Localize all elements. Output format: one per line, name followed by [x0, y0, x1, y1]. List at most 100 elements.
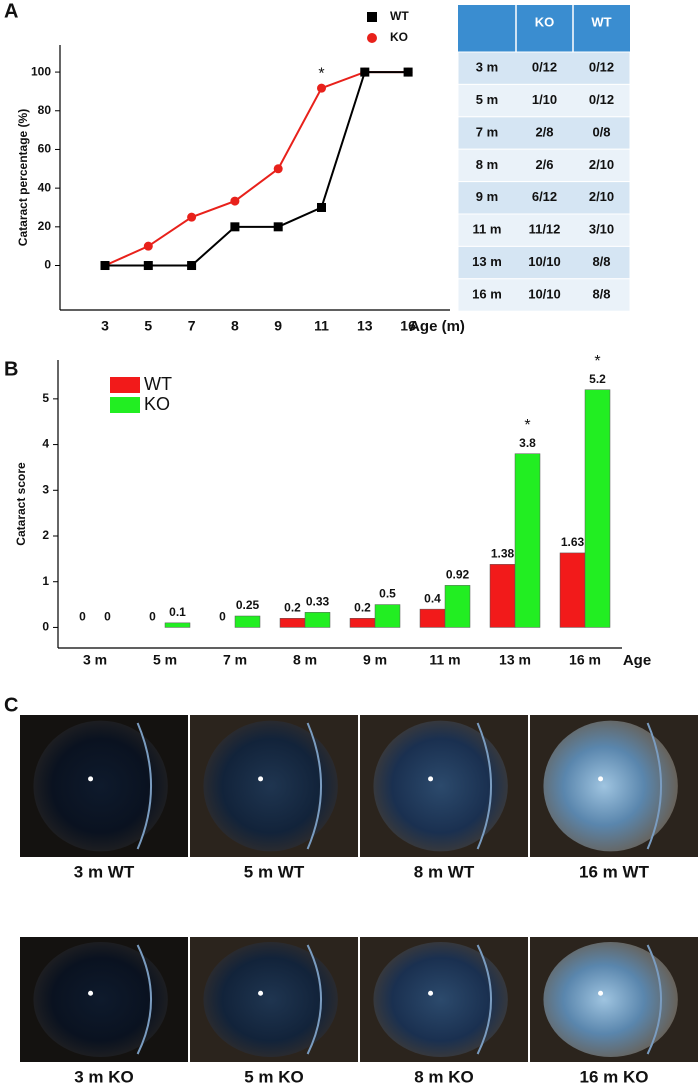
table-cell: 11/12 [529, 222, 561, 237]
photo-eye [373, 720, 508, 852]
annotation: * [524, 417, 530, 434]
value-label: 0.92 [446, 568, 470, 582]
y-tick-label: 60 [38, 142, 52, 156]
y-tick-label: 2 [42, 528, 49, 542]
photo-glint [258, 776, 264, 782]
table-cell: 8/8 [592, 286, 610, 301]
table-cell: 2/10 [589, 189, 614, 204]
legend-swatch [110, 397, 140, 413]
photo [20, 937, 188, 1062]
y-axis-label: Cataract score [14, 462, 28, 546]
bar [514, 453, 541, 628]
photo-glint [88, 990, 94, 996]
bar [279, 618, 306, 628]
table-cell: 6/12 [532, 189, 557, 204]
photo [360, 937, 528, 1062]
data-point [317, 83, 326, 93]
bar [349, 618, 376, 628]
photo-caption: 8 m WT [414, 862, 475, 881]
bar [419, 608, 446, 628]
value-label: 0.5 [379, 587, 396, 601]
data-point [230, 222, 240, 232]
photo-eye [543, 942, 678, 1057]
bar [559, 552, 586, 628]
x-tick-label: 8 [231, 318, 239, 334]
photo-caption: 3 m KO [74, 1067, 134, 1086]
value-label: 0.1 [169, 605, 186, 619]
photo-glint [428, 776, 434, 782]
legend-swatch [110, 377, 140, 393]
x-tick-label: 8 m [293, 652, 317, 668]
photo-eye [203, 942, 338, 1057]
table-cell: 3/10 [589, 222, 614, 237]
x-tick-label: 9 m [363, 652, 387, 668]
table-row [457, 213, 631, 247]
data-point [230, 196, 240, 206]
y-tick-label: 4 [42, 437, 49, 451]
photo [190, 937, 358, 1062]
x-tick-label: 5 m [153, 652, 177, 668]
value-label: 1.63 [561, 535, 585, 549]
panel-label: B [4, 358, 18, 380]
photo-rim [476, 722, 493, 850]
value-label: 0 [104, 610, 111, 624]
photo-glint [598, 990, 604, 996]
legend-label: KO [144, 394, 170, 414]
photo-glint [428, 990, 434, 996]
bar [304, 612, 331, 628]
legend-marker [367, 33, 377, 43]
column-header: WT [591, 14, 611, 29]
table-row [457, 278, 631, 312]
panel-label: A [4, 0, 18, 22]
photo-rim [306, 944, 322, 1055]
legend-label: WT [390, 9, 409, 23]
table-cell: 0/12 [532, 60, 557, 75]
table-cell: 1/10 [532, 92, 557, 107]
table-cell: 11 m [473, 222, 502, 237]
photo [360, 715, 528, 857]
data-point [403, 67, 413, 77]
photo-caption: 3 m WT [74, 862, 135, 881]
y-tick-label: 5 [42, 391, 49, 405]
x-tick-label: 16 [400, 318, 416, 334]
value-label: 1.38 [491, 547, 515, 561]
value-label: 0.33 [306, 595, 330, 609]
photo-rim [306, 722, 323, 850]
annotation: * [318, 65, 324, 82]
legend-label: KO [390, 30, 408, 44]
value-label: 0.2 [284, 600, 301, 614]
y-tick-label: 0 [44, 258, 51, 272]
series-line [105, 71, 409, 267]
x-tick-label: 3 [101, 318, 109, 334]
data-point [273, 164, 283, 174]
bar [489, 564, 516, 628]
bar [584, 389, 611, 628]
bar [374, 604, 401, 628]
legend-label: WT [144, 374, 172, 394]
photo-rim [646, 944, 662, 1055]
value-label: 0 [149, 610, 156, 624]
table-cell: 8 m [476, 157, 498, 172]
data-point [273, 222, 283, 232]
table-cell: 10/10 [528, 254, 561, 269]
y-tick-label: 20 [38, 219, 52, 233]
value-label: 0.4 [424, 591, 441, 605]
x-tick-label: 9 [274, 318, 282, 334]
photo-caption: 5 m KO [244, 1067, 304, 1086]
table-cell: 9 m [476, 189, 498, 204]
x-tick-label: 3 m [83, 652, 107, 668]
x-tick-label: 13 [357, 318, 373, 334]
table-cell: 16 m [472, 286, 502, 301]
table-cell: 3 m [476, 60, 498, 75]
bar [164, 622, 191, 628]
annotation: * [594, 353, 600, 370]
value-label: 5.2 [589, 372, 606, 386]
data-point [187, 212, 197, 222]
y-axis-label: Cataract percentage (%) [16, 109, 30, 246]
photo-glint [598, 776, 604, 782]
x-tick-label: 16 m [569, 652, 601, 668]
y-tick-label: 80 [38, 103, 52, 117]
photo-caption: 5 m WT [244, 862, 305, 881]
table-cell: 13 m [472, 254, 502, 269]
y-tick-label: 40 [38, 180, 52, 194]
